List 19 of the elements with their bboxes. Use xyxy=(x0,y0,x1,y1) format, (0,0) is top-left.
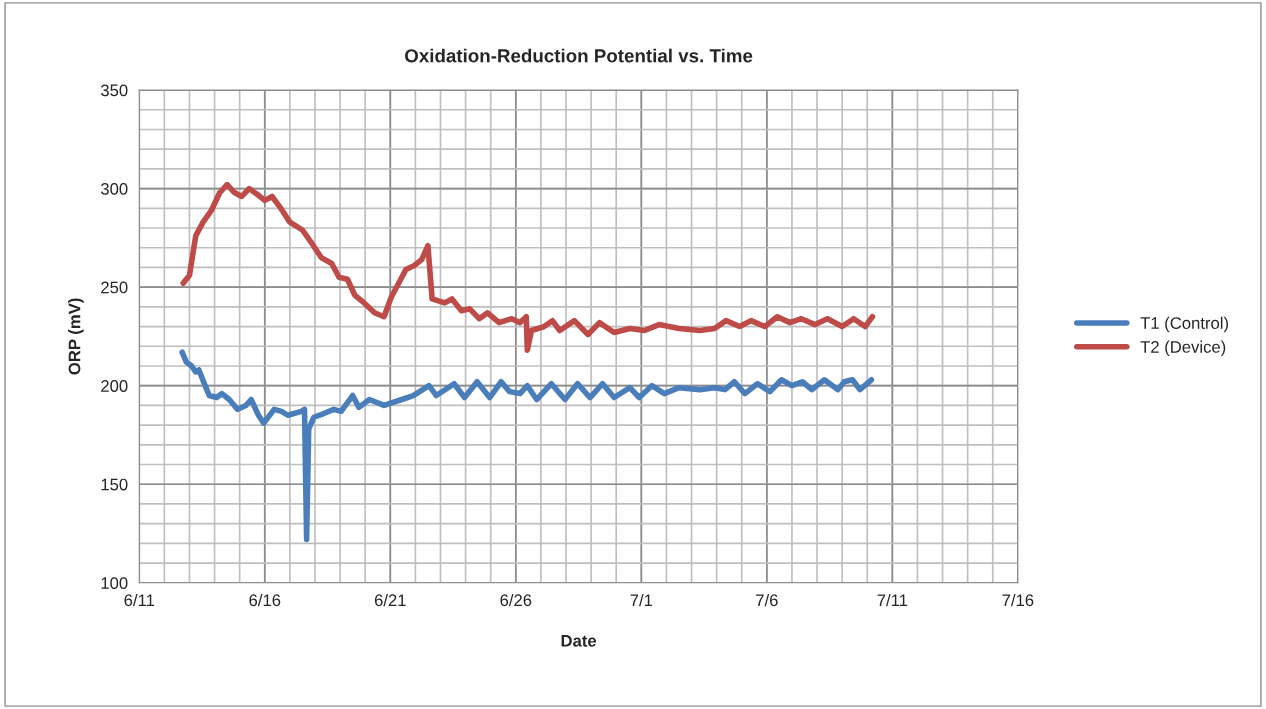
x-tick-label: 7/11 xyxy=(877,593,908,607)
y-tick-label: 300 xyxy=(100,183,128,195)
chart-title: Oxidation-Reduction Potential vs. Time xyxy=(405,48,753,63)
x-tick-label: 6/16 xyxy=(249,593,281,607)
x-tick-label: 6/11 xyxy=(124,593,155,607)
x-tick-label: 7/1 xyxy=(630,593,653,607)
y-tick-label: 150 xyxy=(101,478,128,491)
y-tick-label: 100 xyxy=(101,577,128,589)
legend-label: T1 (Control) xyxy=(1140,316,1228,333)
x-tick-label: 7/6 xyxy=(756,593,778,607)
x-tick-label: 7/16 xyxy=(1002,593,1034,607)
y-tick-label: 350 xyxy=(100,84,128,97)
y-axis-title: ORP (mV) xyxy=(68,298,84,375)
x-axis-title: Date xyxy=(561,635,597,647)
x-tick-label: 6/21 xyxy=(374,593,406,607)
y-tick-label: 250 xyxy=(101,281,128,294)
x-tick-label: 6/26 xyxy=(500,593,532,607)
y-tick-label: 200 xyxy=(101,380,128,392)
legend-label: T2 (Device) xyxy=(1140,340,1226,357)
